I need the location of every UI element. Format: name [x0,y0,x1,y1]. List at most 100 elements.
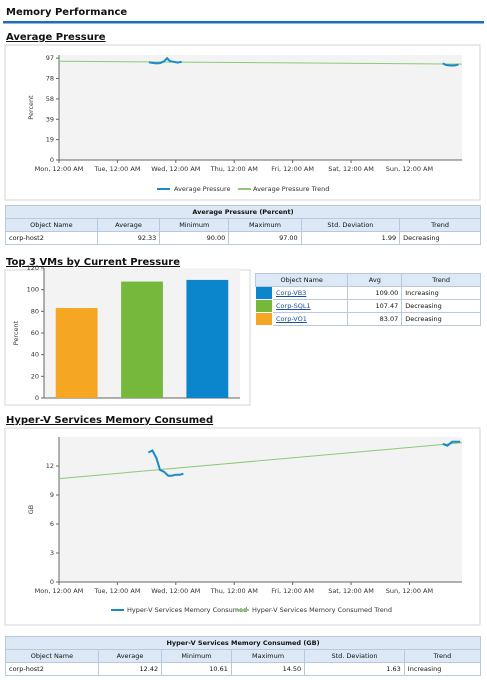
column-header: Minimum [159,218,230,232]
y-tick-label: 9 [50,491,54,499]
table-title: Hyper-V Services Memory Consumed (GB) [5,636,481,650]
y-tick-label: 60 [31,329,39,337]
object-link[interactable]: Corp-SQL1 [276,302,311,310]
object-link[interactable]: Corp-VO1 [276,315,307,323]
legend-label: Hyper-V Services Memory Consumed Trend [252,606,392,614]
column-header: Object Name [5,649,99,663]
y-tick-label: 40 [31,351,39,359]
table-cell: Decreasing [401,312,481,326]
page-title: Memory Performance [6,7,127,18]
bar [55,308,98,398]
column-header: Std. Deviation [304,649,405,663]
legend-label: Average Pressure Trend [253,185,329,193]
y-tick-label: 19 [46,136,54,144]
table-title: Average Pressure (Percent) [5,205,481,219]
table-cell: Corp-VB3 [271,286,349,300]
table-cell: 92.33 [96,231,161,245]
table-row: Corp-VO1 83.07 Decreasing [255,312,481,326]
x-tick-label: Sun, 12:00 AM [386,587,433,595]
bar [186,279,229,398]
plot-area [59,437,462,582]
table-cell: Corp-VO1 [271,312,349,326]
color-swatch [255,312,273,326]
y-tick-label: 3 [50,549,54,557]
table-cell: 10.61 [161,662,232,676]
table-row: corp-host2 92.33 90.00 97.00 1.99 Decreasing [5,231,481,245]
x-tick-label: Tue, 12:00 AM [93,587,140,595]
y-tick-label: 39 [46,115,54,123]
section-title: Average Pressure [6,32,106,43]
y-tick-label: 6 [50,520,54,528]
legend-label: Average Pressure [174,185,231,193]
x-tick-label: Wed, 12:00 AM [151,165,200,173]
table-cell: Decreasing [399,231,481,245]
x-tick-label: Sun, 12:00 AM [386,165,433,173]
table-cell: Corp-SQL1 [271,299,349,313]
y-tick-label: 0 [50,156,54,164]
y-tick-label: 12 [46,462,54,470]
table-cell: 1.63 [304,662,405,676]
color-swatch [255,299,273,313]
table-cell: corp-host2 [5,231,98,245]
column-header: Trend [403,649,482,663]
header-row: Object Name Average Minimum Maximum Std. Dev… [5,649,482,663]
table-cell: 109.00 [347,286,403,300]
x-tick-label: Thu, 12:00 AM [210,587,258,595]
table-row: Corp-SQL1 107.47 Decreasing [255,299,481,313]
x-tick-label: Fri, 12:00 AM [271,587,314,595]
x-tick-label: Sat, 12:00 AM [328,587,374,595]
table-cell: 97.00 [228,231,302,245]
x-tick-label: Mon, 12:00 AM [35,165,84,173]
x-tick-label: Fri, 12:00 AM [271,165,314,173]
section-title: Top 3 VMs by Current Pressure [6,257,180,268]
column-header: Average [97,649,163,663]
table-cell: Increasing [401,286,481,300]
series-line [147,440,461,477]
y-axis-label: Percent [27,95,35,120]
column-header: Maximum [228,218,302,232]
x-tick-label: Mon, 12:00 AM [35,587,84,595]
plot-area [59,55,462,160]
table-cell: 90.00 [159,231,230,245]
column-header: Minimum [161,649,232,663]
column-header: Trend [399,218,481,232]
column-header: Avg [347,273,403,287]
table-row: corp-host2 12.42 10.61 14.50 1.63 Increasing [5,662,482,676]
column-header: Object Name [5,218,98,232]
y-tick-label: 0 [35,394,39,402]
table-cell: corp-host2 [5,662,99,676]
table-title-row: Average Pressure (Percent) [5,205,481,219]
column-header: Object Name [254,273,349,287]
x-tick-label: Wed, 12:00 AM [151,587,200,595]
y-tick-label: 0 [50,578,54,586]
object-link[interactable]: Corp-VB3 [276,289,307,297]
series-line [58,60,463,65]
title-rule [3,21,484,24]
y-tick-label: 80 [31,307,39,315]
legend-label: Hyper-V Services Memory Consumed [127,606,247,614]
column-header: Average [96,218,161,232]
table-cell: 107.47 [347,299,403,313]
y-tick-label: 100 [27,286,39,294]
series-line [148,56,459,67]
color-swatch [255,286,273,300]
section-title: Hyper-V Services Memory Consumed [6,415,213,426]
y-axis-label: Percent [12,320,20,345]
column-header: Std. Deviation [300,218,401,232]
column-header: Trend [401,273,481,287]
table-cell: 12.42 [97,662,163,676]
table-row: Corp-VB3 109.00 Increasing [255,286,481,300]
header-row: Object Name Avg Trend [254,273,481,287]
y-tick-label: 20 [31,372,39,380]
table-cell: 1.99 [300,231,401,245]
y-tick-label: 97 [46,54,54,62]
x-tick-label: Sat, 12:00 AM [328,165,374,173]
column-header: Maximum [230,649,306,663]
table-cell: 83.07 [347,312,403,326]
table-cell: Decreasing [401,299,481,313]
bar [121,281,163,398]
x-tick-label: Tue, 12:00 AM [93,165,140,173]
table-cell: 14.50 [230,662,306,676]
